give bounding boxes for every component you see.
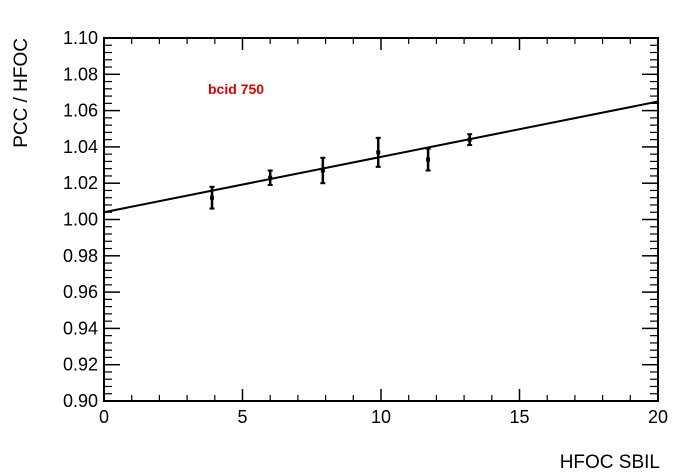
y-tick-label: 1.08: [63, 64, 98, 84]
x-tick-label: 5: [237, 407, 247, 427]
y-tick-label: 0.90: [63, 391, 98, 411]
y-tick-label: 0.94: [63, 318, 98, 338]
y-tick-label: 0.98: [63, 246, 98, 266]
point-marker: [320, 168, 325, 173]
fit-line: [103, 100, 659, 214]
x-tick-label: 0: [99, 407, 109, 427]
y-tick-label: 0.92: [63, 355, 98, 375]
y-tick-label: 1.10: [63, 28, 98, 48]
y-tick-label: 0.96: [63, 282, 98, 302]
point-marker: [210, 195, 215, 200]
axis-tick-labels: 0 5 10 15 20 0.90 0.92 0.94 0.96 0.98 1.00 1.02 1.04…: [63, 28, 668, 427]
data-point: [209, 185, 215, 210]
annotation-bcid: bcid 750: [208, 81, 264, 97]
data-points: [209, 133, 473, 210]
plot-frame: [103, 37, 659, 402]
point-marker: [376, 150, 381, 155]
data-point: [425, 147, 431, 172]
point-marker: [467, 137, 472, 142]
data-point: [267, 169, 273, 187]
y-tick-label: 1.06: [63, 101, 98, 121]
point-marker: [268, 175, 273, 180]
point-marker: [426, 157, 431, 162]
x-axis-title: HFOC SBIL: [560, 452, 660, 472]
x-tick-label: 10: [371, 407, 391, 427]
data-point: [320, 156, 326, 185]
data-point: [467, 133, 473, 147]
data-point: [375, 136, 381, 168]
y-axis-title: PCC / HFOC: [11, 38, 32, 148]
y-tick-label: 1.00: [63, 210, 98, 230]
y-tick-label: 1.04: [63, 137, 98, 157]
axis-ticks: [103, 37, 659, 402]
x-tick-label: 20: [648, 407, 668, 427]
y-tick-label: 1.02: [63, 173, 98, 193]
x-tick-label: 15: [509, 407, 529, 427]
